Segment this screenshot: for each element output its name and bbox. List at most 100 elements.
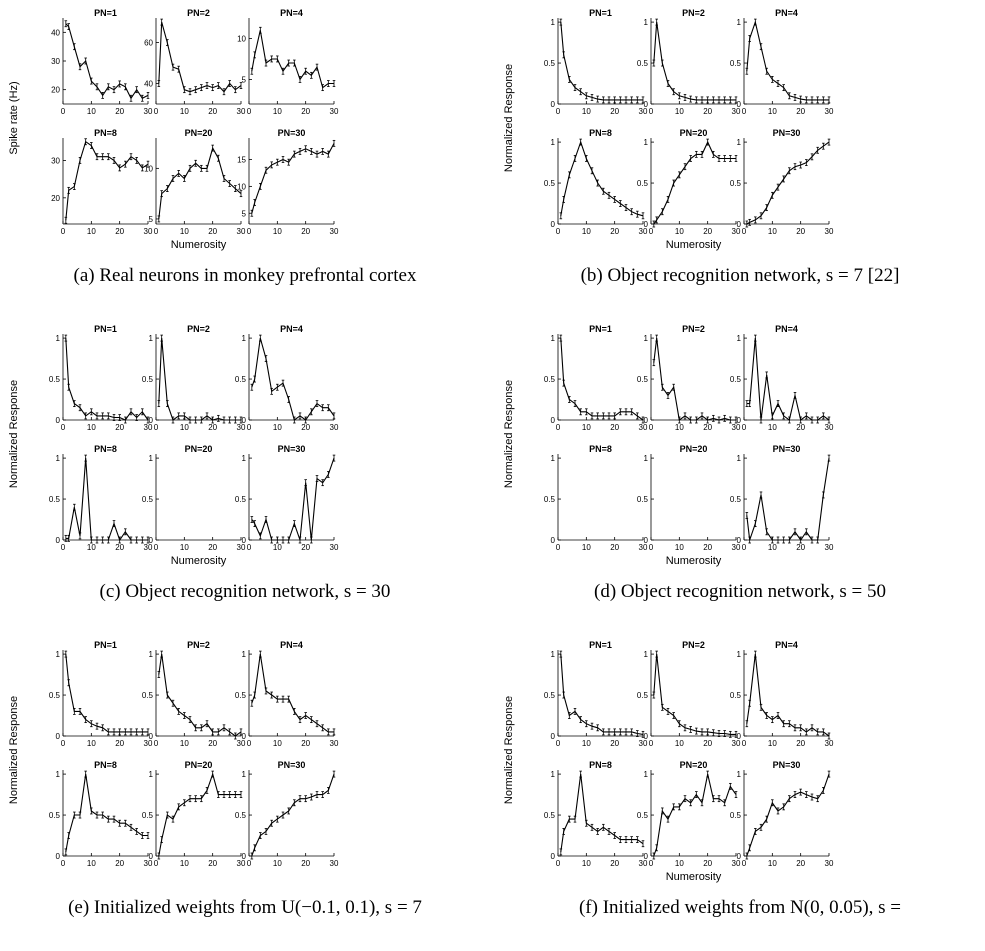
series-line bbox=[746, 458, 830, 541]
subplot-pn-4: PN=400.510 10 20 30 bbox=[730, 640, 834, 748]
y-tick-label: 0.5 bbox=[49, 811, 61, 820]
y-tick-label: 0 bbox=[551, 852, 556, 861]
y-tick-label: 0.5 bbox=[142, 495, 154, 504]
y-tick-label: 0.5 bbox=[544, 179, 556, 188]
x-tick-label: 30 bbox=[237, 859, 246, 868]
x-tick-label: 10 bbox=[675, 543, 684, 552]
x-tick-label: 20 bbox=[208, 543, 217, 552]
y-tick-label: 0.5 bbox=[142, 691, 154, 700]
y-tick-label: 20 bbox=[51, 194, 60, 203]
subplot-pn-8: PN=800.510 10 20 30 bbox=[544, 128, 648, 236]
y-axis-label: Normalized Response bbox=[503, 380, 515, 488]
y-tick-label: 0 bbox=[56, 536, 61, 545]
y-tick-label: 1 bbox=[737, 650, 742, 659]
subplot-title: PN=2 bbox=[187, 324, 210, 334]
x-tick-label: 10 bbox=[87, 227, 96, 236]
subplot-title: PN=20 bbox=[680, 444, 708, 454]
y-tick-label: 1 bbox=[737, 138, 742, 147]
x-tick-label: 10 bbox=[180, 107, 189, 116]
y-tick-label: 0 bbox=[737, 732, 742, 741]
subplot-pn-2: PN=200.510 10 20 30 bbox=[637, 324, 741, 432]
subplot-title: PN=4 bbox=[280, 640, 303, 650]
subplot-title: PN=8 bbox=[589, 444, 612, 454]
x-tick-label: 20 bbox=[610, 423, 619, 432]
y-tick-label: 0 bbox=[551, 220, 556, 229]
x-tick-label: 0 bbox=[556, 423, 561, 432]
x-tick-label: 0 bbox=[649, 543, 654, 552]
y-tick-label: 1 bbox=[242, 454, 247, 463]
subplot-pn-1: PN=100.510 10 20 30 bbox=[49, 324, 153, 432]
x-tick-label: 20 bbox=[115, 859, 124, 868]
series-line bbox=[653, 338, 736, 421]
y-tick-label: 0.5 bbox=[637, 375, 649, 384]
subplot-pn-4: PN=400.510 10 20 30 bbox=[235, 324, 339, 432]
y-tick-label: 20 bbox=[51, 86, 60, 95]
x-tick-label: 30 bbox=[732, 423, 741, 432]
x-tick-label: 0 bbox=[649, 107, 654, 116]
y-tick-label: 1 bbox=[56, 454, 61, 463]
x-tick-label: 0 bbox=[649, 859, 654, 868]
x-tick-label: 10 bbox=[582, 227, 591, 236]
x-tick-label: 20 bbox=[796, 227, 805, 236]
y-axis-label: Spike rate (Hz) bbox=[8, 81, 20, 154]
y-axis-label: Normalized Response bbox=[8, 696, 20, 804]
y-tick-label: 0 bbox=[149, 536, 154, 545]
x-tick-label: 0 bbox=[61, 107, 66, 116]
y-tick-label: 1 bbox=[644, 18, 649, 27]
subplot-title: PN=30 bbox=[773, 128, 801, 138]
y-tick-label: 1 bbox=[644, 650, 649, 659]
y-axis-label: Normalized Response bbox=[503, 696, 515, 804]
y-tick-label: 0 bbox=[551, 100, 556, 109]
series-line bbox=[251, 773, 335, 857]
x-tick-label: 0 bbox=[556, 107, 561, 116]
x-tick-label: 0 bbox=[556, 859, 561, 868]
x-tick-label: 30 bbox=[237, 739, 246, 748]
subplot-title: PN=4 bbox=[775, 8, 798, 18]
y-tick-label: 0.5 bbox=[544, 811, 556, 820]
panel-caption: (a) Real neurons in monkey prefrontal co… bbox=[73, 265, 417, 286]
x-tick-label: 20 bbox=[301, 227, 310, 236]
y-tick-label: 1 bbox=[644, 770, 649, 779]
y-tick-label: 0 bbox=[56, 416, 61, 425]
y-tick-label: 10 bbox=[237, 34, 246, 43]
x-tick-label: 20 bbox=[301, 107, 310, 116]
panel-a: Spike rate (Hz) PN=1 20 30 40 0 10 20 30 PN=2 40 60… bbox=[8, 8, 339, 251]
x-axis-label: Numerosity bbox=[666, 239, 722, 251]
series-line bbox=[158, 772, 241, 857]
y-tick-label: 1 bbox=[737, 334, 742, 343]
x-tick-label: 0 bbox=[61, 739, 66, 748]
y-tick-label: 1 bbox=[551, 650, 556, 659]
x-tick-label: 20 bbox=[301, 543, 310, 552]
y-tick-label: 0 bbox=[149, 732, 154, 741]
subplot-title: PN=1 bbox=[94, 640, 117, 650]
x-tick-label: 0 bbox=[247, 859, 252, 868]
x-tick-label: 20 bbox=[208, 739, 217, 748]
subplot-title: PN=30 bbox=[278, 760, 306, 770]
x-tick-label: 30 bbox=[825, 739, 834, 748]
x-tick-label: 20 bbox=[703, 543, 712, 552]
y-tick-label: 1 bbox=[551, 334, 556, 343]
x-tick-label: 30 bbox=[237, 227, 246, 236]
x-tick-label: 10 bbox=[582, 739, 591, 748]
subplot-pn-2: PN=200.510 10 20 30 bbox=[142, 324, 246, 432]
x-tick-label: 0 bbox=[154, 423, 159, 432]
y-tick-label: 0.5 bbox=[544, 375, 556, 384]
x-tick-label: 10 bbox=[87, 423, 96, 432]
x-tick-label: 20 bbox=[703, 227, 712, 236]
y-tick-label: 10 bbox=[144, 164, 153, 173]
x-tick-label: 10 bbox=[582, 543, 591, 552]
subplot-pn-8: PN=8 20 30 0 10 20 30 bbox=[51, 128, 153, 236]
x-tick-label: 0 bbox=[649, 739, 654, 748]
y-tick-label: 0.5 bbox=[730, 691, 742, 700]
x-axis-label: Numerosity bbox=[666, 555, 722, 567]
x-tick-label: 10 bbox=[180, 543, 189, 552]
y-tick-label: 1 bbox=[149, 770, 154, 779]
x-tick-label: 0 bbox=[556, 543, 561, 552]
x-tick-label: 30 bbox=[144, 423, 153, 432]
series-line bbox=[251, 143, 335, 214]
subplot-title: PN=1 bbox=[589, 324, 612, 334]
series-line bbox=[653, 773, 737, 857]
x-tick-label: 10 bbox=[273, 859, 282, 868]
